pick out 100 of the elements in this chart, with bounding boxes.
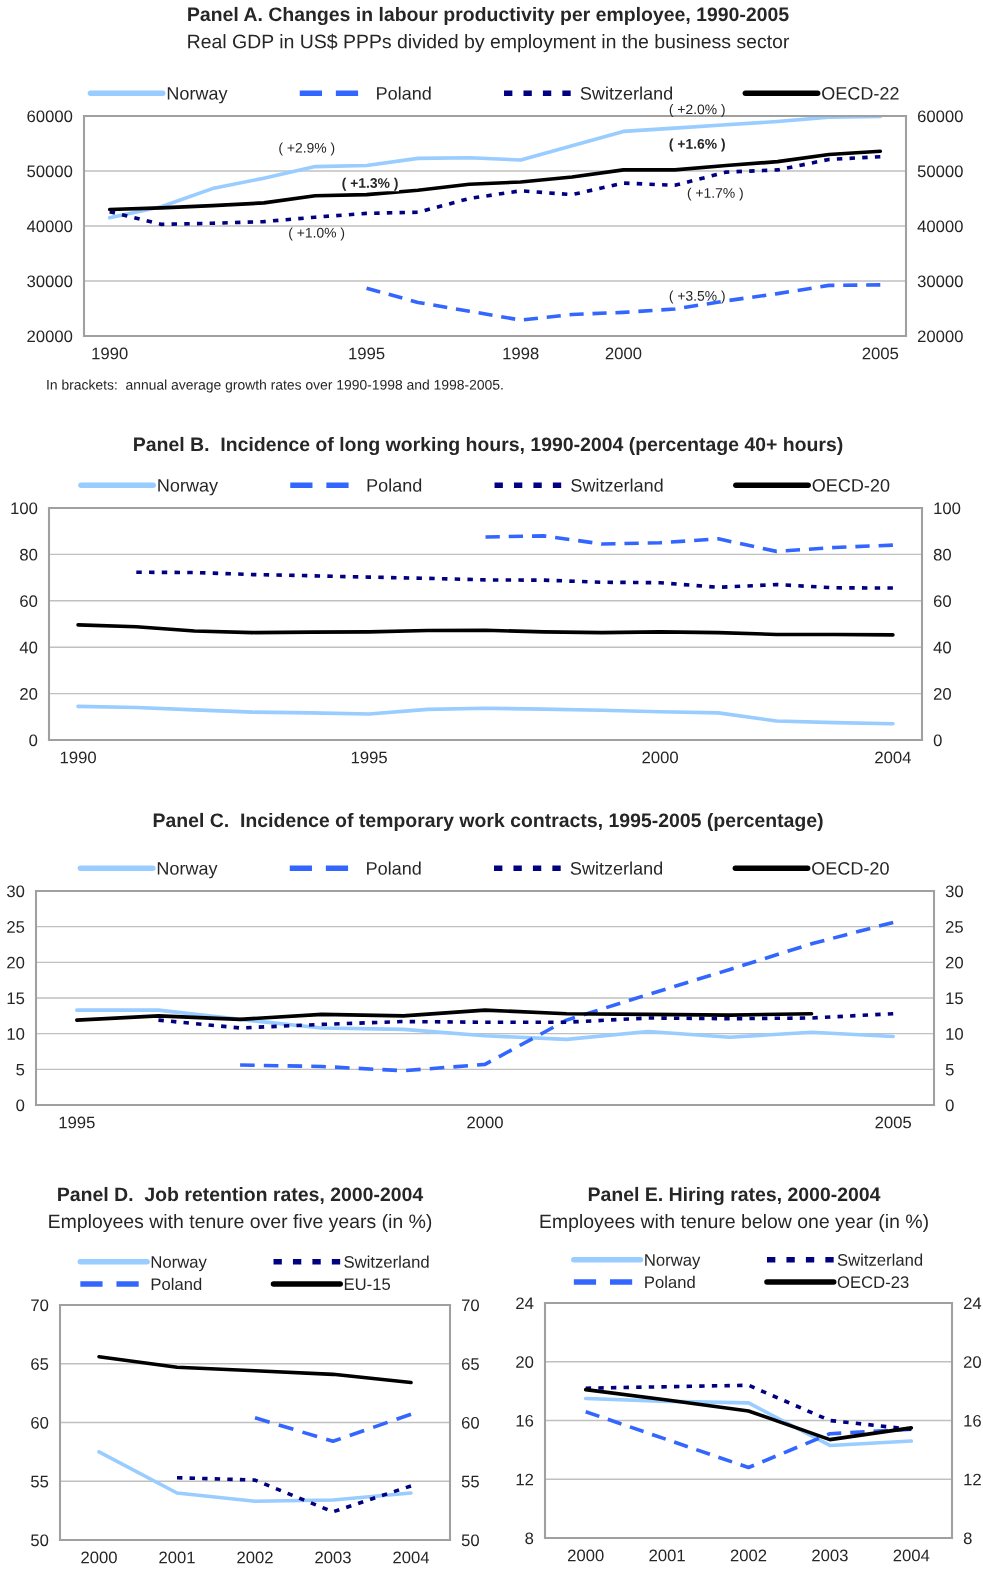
- y2-tick-label: 8: [963, 1532, 972, 1545]
- legend-label: Norway: [167, 87, 228, 104]
- x-tick-label: 1995: [349, 347, 385, 360]
- y-tick-label: 8: [525, 1532, 534, 1545]
- x-tick-label: 1990: [60, 751, 96, 764]
- y2-tick-label: 100: [934, 502, 961, 515]
- legend-label: Poland: [645, 1275, 695, 1289]
- y-tick-label: 20000: [27, 330, 73, 343]
- legend-label: Poland: [151, 1277, 202, 1291]
- y-tick-label: 20: [516, 1356, 534, 1368]
- annotation: ( +2.0% ): [669, 104, 725, 117]
- y-tick-label: 80: [20, 548, 38, 561]
- chart-title: Panel C. Incidence of temporary work contracts, 1995-2005 (percentage): [153, 812, 823, 832]
- y2-tick-label: 50: [461, 1534, 479, 1547]
- y2-tick-label: 30000: [917, 275, 963, 288]
- y-tick-label: 50: [31, 1534, 49, 1547]
- y2-tick-label: 5: [945, 1063, 954, 1076]
- y2-tick-label: 65: [461, 1358, 479, 1370]
- y2-tick-label: 60: [461, 1416, 479, 1429]
- y2-tick-label: 60: [933, 595, 951, 607]
- line-series: [76, 704, 895, 726]
- x-tick-label: 1990: [92, 347, 128, 360]
- y-tick-label: 25: [7, 921, 25, 933]
- x-tick-label: 2000: [81, 1551, 117, 1564]
- line-series: [583, 1383, 914, 1432]
- y2-tick-label: 20000: [917, 330, 963, 343]
- y-tick-label: 16: [516, 1414, 534, 1427]
- legend-label: OECD-22: [822, 87, 899, 100]
- legend-label: Poland: [367, 861, 421, 875]
- annotation: ( +1.7% ): [687, 187, 743, 201]
- line-series: [134, 570, 895, 590]
- y-tick-label: 100: [11, 502, 38, 515]
- y-tick-label: 55: [31, 1475, 49, 1488]
- legend-label: Norway: [158, 479, 218, 496]
- chart-title: Panel D. Job retention rates, 2000-2004: [58, 1186, 424, 1205]
- y-tick-label: 40: [19, 641, 38, 654]
- legend-label: Poland: [367, 478, 422, 492]
- y2-tick-label: 55: [461, 1475, 479, 1488]
- y-tick-label: 70: [31, 1299, 49, 1312]
- legend-label: Norway: [157, 862, 218, 879]
- y-tick-label: 0: [16, 1099, 25, 1112]
- line-series: [483, 534, 895, 554]
- y-tick-label: 65: [31, 1358, 49, 1370]
- x-tick-label: 2002: [237, 1551, 273, 1564]
- line-series: [107, 154, 883, 227]
- y2-tick-label: 10: [946, 1028, 963, 1040]
- y2-tick-label: 12: [964, 1473, 981, 1486]
- y-tick-label: 5: [16, 1063, 25, 1076]
- line-series: [583, 1387, 914, 1442]
- x-tick-label: 2000: [568, 1549, 604, 1562]
- y2-tick-label: 20: [933, 688, 951, 700]
- y2-tick-label: 20: [963, 1356, 981, 1368]
- y-tick-label: 40000: [26, 220, 73, 233]
- chart-subtitle: Real GDP in US$ PPPs divided by employment in the business sector: [188, 33, 790, 53]
- line-series: [364, 283, 883, 322]
- y-tick-label: 60: [31, 1416, 49, 1429]
- x-tick-label: 2002: [730, 1549, 767, 1562]
- x-tick-label: 2004: [893, 1549, 930, 1562]
- y2-tick-label: 0: [945, 1099, 954, 1112]
- y-tick-label: 10: [7, 1028, 25, 1040]
- x-tick-label: 2000: [467, 1116, 503, 1129]
- chart-subtitle: Employees with tenure below one year (in %): [540, 1213, 928, 1233]
- line-series: [75, 1008, 895, 1042]
- legend-label: Switzerland: [571, 478, 663, 492]
- annotation: ( +2.9% ): [279, 142, 335, 156]
- y-tick-label: 50000: [27, 165, 73, 178]
- legend-label: OECD-20: [812, 862, 889, 875]
- y2-tick-label: 0: [933, 734, 942, 747]
- x-tick-label: 2005: [875, 1116, 912, 1129]
- y2-tick-label: 50000: [917, 165, 963, 178]
- y2-tick-label: 40000: [917, 220, 963, 233]
- y2-tick-label: 80: [933, 548, 951, 561]
- x-tick-label: 2000: [642, 751, 678, 764]
- x-tick-label: 2004: [875, 751, 911, 764]
- x-tick-label: 2001: [649, 1549, 685, 1562]
- legend-label: Switzerland: [580, 86, 673, 100]
- annotation: ( +1.0% ): [289, 227, 345, 241]
- x-tick-label: 2000: [605, 347, 642, 360]
- y2-tick-label: 15: [946, 992, 963, 1005]
- legend-label: Poland: [377, 86, 431, 100]
- y2-tick-label: 24: [963, 1297, 982, 1310]
- y2-tick-label: 70: [461, 1299, 479, 1312]
- chart-title: Panel E. Hiring rates, 2000-2004: [588, 1186, 881, 1206]
- line-series: [75, 1008, 814, 1022]
- x-tick-label: 2003: [315, 1551, 351, 1564]
- y-tick-label: 0: [29, 734, 38, 747]
- legend-label: Switzerland: [570, 861, 663, 875]
- y2-tick-label: 60000: [917, 110, 963, 123]
- x-tick-label: 2004: [393, 1551, 430, 1564]
- legend-label: Switzerland: [344, 1255, 429, 1268]
- y-tick-label: 15: [7, 992, 25, 1005]
- y-tick-label: 30000: [27, 275, 73, 288]
- line-series: [107, 116, 883, 220]
- y-tick-label: 20: [20, 688, 38, 700]
- line-series: [238, 920, 895, 1073]
- line-series: [156, 1011, 895, 1030]
- x-tick-label: 2001: [159, 1551, 195, 1564]
- y-tick-label: 60: [20, 595, 38, 607]
- legend-label: EU-15: [344, 1278, 391, 1291]
- x-tick-label: 1995: [351, 751, 387, 764]
